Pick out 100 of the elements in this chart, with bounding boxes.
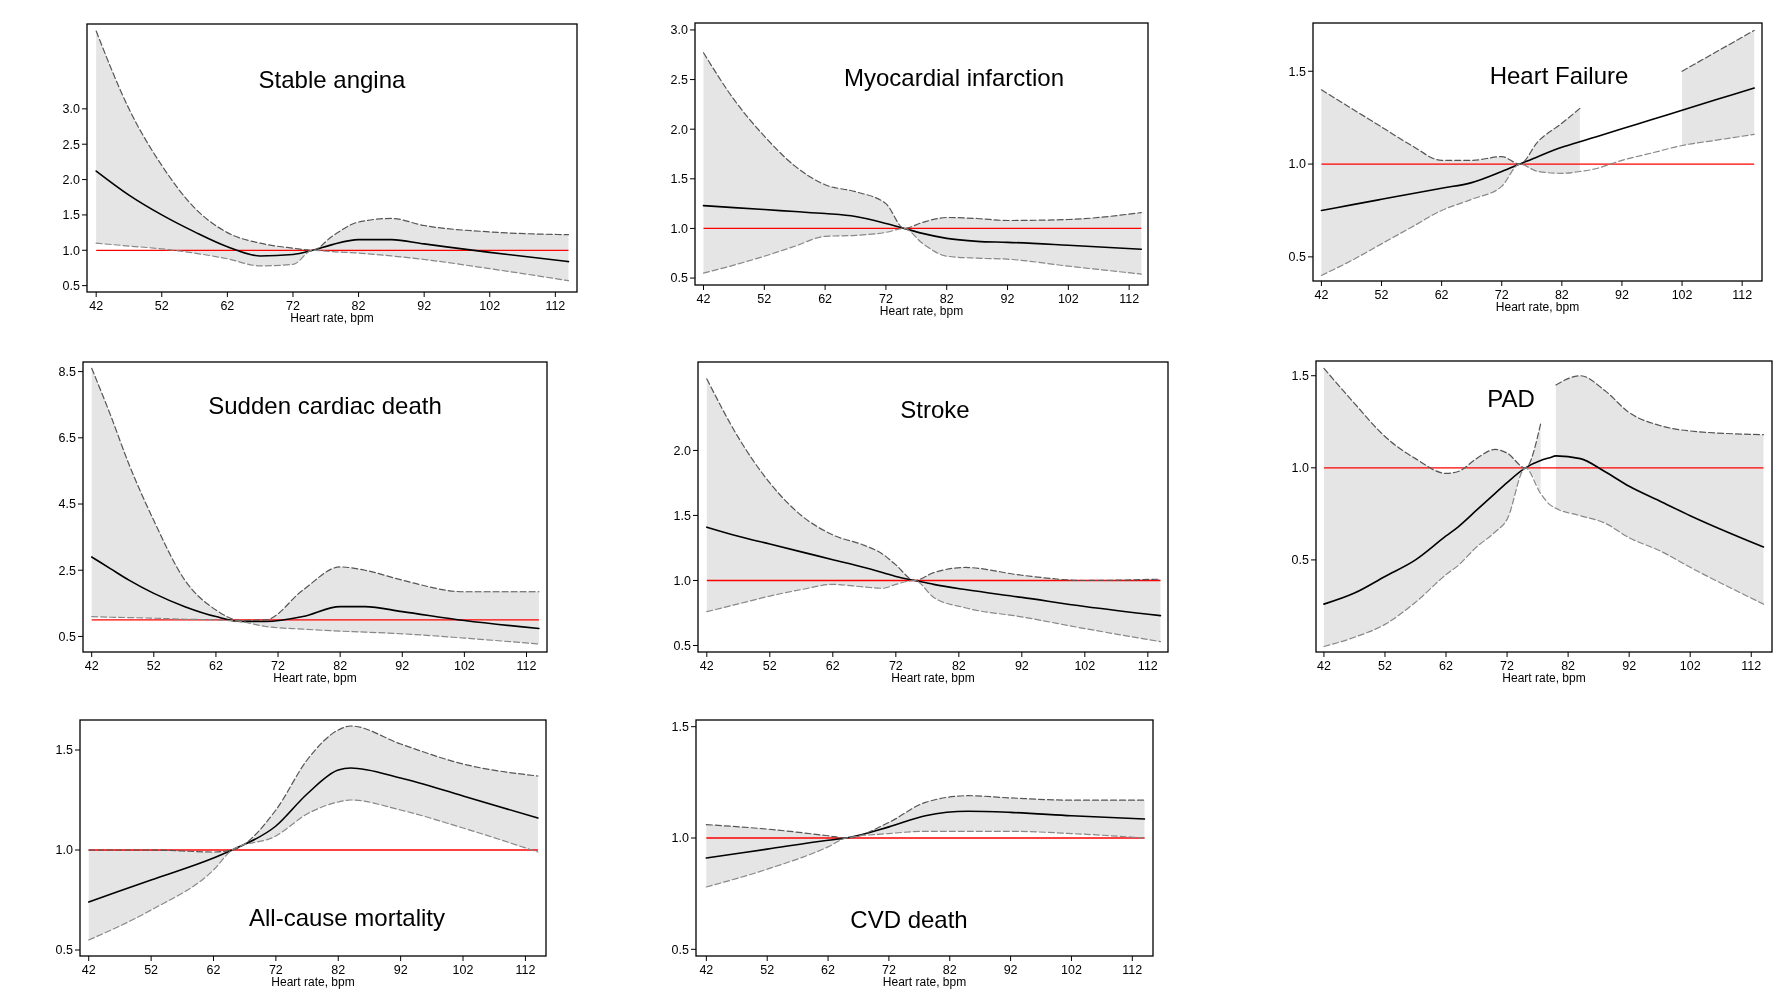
y-tick-label: 1.5 bbox=[1288, 64, 1307, 79]
y-tick-label: 1.5 bbox=[670, 172, 689, 187]
x-axis-title: Heart rate, bpm bbox=[1495, 300, 1580, 314]
line-series bbox=[702, 227, 1142, 275]
y-tick-label: 1.0 bbox=[670, 221, 689, 236]
x-tick-label: 72 bbox=[1500, 659, 1515, 673]
x-tick-label: 72 bbox=[271, 659, 286, 673]
line-series bbox=[1323, 455, 1765, 605]
text: All-cause mortality bbox=[248, 904, 446, 931]
x-tick-label: 82 bbox=[351, 299, 366, 313]
x-tick-label: 112 bbox=[1137, 659, 1158, 673]
y-tick-label: 0.5 bbox=[58, 629, 77, 644]
x-tick-label: 62 bbox=[821, 963, 836, 977]
x-axis-title: Heart rate, bpm bbox=[882, 975, 967, 989]
x-tick-label: 82 bbox=[942, 963, 957, 977]
line-series bbox=[702, 52, 1142, 230]
x-tick-label: 42 bbox=[89, 299, 104, 313]
x-tick-label: 62 bbox=[208, 659, 223, 673]
line-series bbox=[702, 204, 1143, 251]
x-tick-label: 52 bbox=[146, 659, 161, 673]
y-tick-label: 1.0 bbox=[55, 843, 74, 858]
x-axis-title: Heart rate, bpm bbox=[1502, 671, 1586, 685]
y-tick-label: 1.0 bbox=[671, 831, 690, 846]
line-series bbox=[95, 170, 570, 263]
y-tick-label: 0.5 bbox=[55, 943, 74, 958]
x-tick-label: 72 bbox=[881, 963, 896, 977]
x-axis-title: Heart rate, bpm bbox=[891, 671, 975, 685]
x-tick-label: 52 bbox=[144, 963, 159, 977]
x-axis-title: Heart rate, bpm bbox=[879, 304, 964, 318]
y-tick-label: 0.5 bbox=[1291, 553, 1310, 568]
x-tick-label: 112 bbox=[1732, 288, 1753, 302]
x-tick-label: 92 bbox=[1622, 659, 1637, 673]
line-series bbox=[88, 725, 539, 853]
y-tick-label: 2.5 bbox=[670, 72, 689, 87]
y-tick-label: 2.5 bbox=[58, 563, 77, 578]
y-tick-label: 1.0 bbox=[62, 243, 81, 258]
line-series bbox=[706, 579, 1162, 643]
line-series bbox=[705, 810, 1146, 859]
x-tick-label: 72 bbox=[878, 292, 893, 306]
x-tick-label: 42 bbox=[84, 659, 99, 673]
y-tick-label: 1.5 bbox=[1291, 369, 1310, 384]
x-tick-label: 92 bbox=[1003, 963, 1018, 977]
text: Stable angina bbox=[258, 66, 407, 93]
x-tick-label: 92 bbox=[395, 659, 410, 673]
line-series bbox=[706, 526, 1162, 617]
x-tick-label: 42 bbox=[696, 292, 711, 306]
line-series bbox=[1320, 87, 1755, 212]
x-tick-label: 102 bbox=[479, 299, 501, 313]
y-tick-label: 6.5 bbox=[58, 431, 77, 446]
y-tick-label: 0.5 bbox=[673, 638, 692, 653]
y-tick-label: 1.5 bbox=[673, 508, 692, 523]
x-tick-label: 42 bbox=[1314, 288, 1329, 302]
x-tick-label: 62 bbox=[206, 963, 221, 977]
y-tick-label: 1.5 bbox=[671, 720, 690, 735]
x-tick-label: 42 bbox=[1316, 659, 1331, 673]
x-tick-label: 92 bbox=[417, 299, 432, 313]
x-tick-label: 112 bbox=[1119, 292, 1140, 306]
y-tick-label: 0.5 bbox=[1288, 250, 1307, 265]
x-tick-label: 112 bbox=[545, 299, 566, 313]
x-tick-label: 62 bbox=[818, 292, 833, 306]
text: Myocardial infarction bbox=[843, 64, 1065, 91]
x-tick-label: 62 bbox=[220, 299, 235, 313]
text: Heart Failure bbox=[1489, 62, 1629, 89]
y-tick-label: 1.5 bbox=[62, 208, 81, 223]
x-tick-label: 102 bbox=[1671, 288, 1693, 302]
y-tick-label: 3.0 bbox=[670, 23, 689, 38]
x-tick-label: 52 bbox=[760, 963, 775, 977]
x-tick-label: 52 bbox=[154, 299, 169, 313]
x-tick-label: 102 bbox=[1061, 963, 1082, 977]
x-tick-label: 112 bbox=[515, 963, 536, 977]
x-axis-title: Heart rate, bpm bbox=[290, 311, 374, 325]
line-series bbox=[95, 242, 570, 282]
x-tick-label: 92 bbox=[1615, 288, 1629, 302]
x-tick-label: 42 bbox=[699, 963, 714, 977]
x-tick-label: 72 bbox=[286, 299, 300, 313]
x-tick-label: 52 bbox=[1374, 288, 1389, 302]
y-tick-label: 1.0 bbox=[1288, 157, 1307, 172]
x-tick-label: 112 bbox=[516, 659, 537, 673]
x-tick-label: 62 bbox=[825, 659, 840, 673]
x-tick-label: 82 bbox=[331, 963, 346, 977]
x-axis-title: Heart rate, bpm bbox=[271, 975, 355, 989]
x-tick-label: 82 bbox=[1561, 659, 1576, 673]
x-tick-label: 82 bbox=[333, 659, 348, 673]
x-tick-label: 112 bbox=[1741, 659, 1762, 673]
line-series bbox=[705, 795, 1146, 839]
y-tick-label: 0.5 bbox=[671, 942, 690, 957]
x-tick-label: 52 bbox=[762, 659, 777, 673]
y-tick-label: 8.5 bbox=[58, 364, 77, 379]
y-tick-label: 0.5 bbox=[62, 279, 81, 294]
y-tick-label: 2.0 bbox=[62, 172, 81, 187]
x-tick-label: 72 bbox=[1494, 288, 1509, 302]
x-tick-label: 102 bbox=[453, 659, 475, 673]
x-tick-label: 102 bbox=[1679, 659, 1701, 673]
x-tick-label: 92 bbox=[393, 963, 408, 977]
y-tick-label: 3.0 bbox=[62, 102, 81, 117]
x-axis-title: Heart rate, bpm bbox=[273, 671, 357, 685]
y-tick-label: 0.5 bbox=[670, 271, 689, 286]
text: CVD death bbox=[850, 906, 968, 933]
y-tick-label: 1.5 bbox=[55, 743, 74, 758]
line-series bbox=[1323, 467, 1765, 648]
